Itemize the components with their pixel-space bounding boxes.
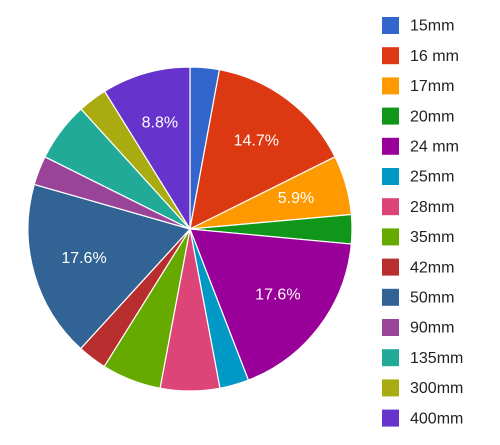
legend-item-28mm[interactable]: 28mm (382, 198, 454, 216)
legend-item-15mm[interactable]: 15mm (382, 17, 454, 35)
legend-item-17mm[interactable]: 17mm (382, 77, 454, 95)
legend-item-42mm[interactable]: 42mm (382, 258, 454, 277)
slice-label-50mm: 17.6% (61, 250, 106, 267)
legend-swatch-300mm (382, 379, 399, 397)
legend-label-400mm: 400mm (410, 410, 463, 427)
legend-swatch-50mm (382, 288, 399, 306)
legend-label-90mm: 90mm (410, 320, 454, 337)
pie-slices (27, 66, 353, 392)
legend-item-24-mm[interactable]: 24 mm (382, 137, 459, 156)
pie-slice-50mm[interactable] (27, 183, 192, 350)
legend-swatch-15mm (382, 17, 399, 34)
legend-swatch-20mm (382, 107, 399, 125)
legend-swatch-42mm (382, 258, 399, 276)
legend-item-90mm[interactable]: 90mm (382, 319, 454, 337)
pie-slice-16-mm[interactable] (189, 68, 336, 231)
legend-swatch-90mm (382, 319, 399, 336)
legend-label-135mm: 135mm (410, 350, 463, 367)
legend-label-42mm: 42mm (410, 259, 454, 276)
legend-swatch-16-mm (382, 47, 399, 65)
legend-item-50mm[interactable]: 50mm (382, 288, 454, 307)
legend-swatch-28mm (382, 198, 399, 216)
legend-item-135mm[interactable]: 135mm (382, 349, 463, 367)
pie-slice-400mm[interactable] (103, 66, 191, 232)
legend-label-24-mm: 24 mm (410, 139, 459, 156)
legend-label-20mm: 20mm (410, 108, 454, 125)
legend-label-16-mm: 16 mm (410, 48, 459, 65)
legend-label-28mm: 28mm (410, 199, 454, 216)
legend-item-16-mm[interactable]: 16 mm (382, 47, 459, 65)
legend-item-300mm[interactable]: 300mm (382, 379, 463, 397)
legend-item-400mm[interactable]: 400mm (382, 409, 463, 428)
legend-swatch-25mm (382, 168, 399, 185)
legend-item-20mm[interactable]: 20mm (382, 107, 454, 126)
legend-label-50mm: 50mm (410, 290, 454, 307)
legend-swatch-17mm (382, 77, 399, 95)
pie-slice-labels: 14.7% 5.9% 17.6% 17.6% 8.8% (61, 114, 314, 303)
legend: 15mm 16 mm 17mm 20mm 24 mm 25mm 28mm 35mm 42mm 50… (382, 17, 463, 427)
legend-swatch-400mm (382, 409, 399, 427)
slice-label-17mm: 5.9% (278, 190, 314, 207)
slice-label-24-mm: 17.6% (255, 287, 300, 304)
legend-label-17mm: 17mm (410, 78, 454, 95)
legend-label-35mm: 35mm (410, 229, 454, 246)
legend-swatch-24-mm (382, 137, 399, 155)
slice-label-16-mm: 14.7% (234, 132, 279, 149)
pie-slice-24-mm[interactable] (189, 228, 352, 381)
legend-item-35mm[interactable]: 35mm (382, 228, 454, 246)
slice-label-400mm: 8.8% (142, 114, 178, 131)
legend-swatch-135mm (382, 349, 399, 367)
legend-label-25mm: 25mm (410, 169, 454, 186)
legend-item-25mm[interactable]: 25mm (382, 168, 454, 186)
legend-swatch-35mm (382, 228, 399, 246)
legend-label-300mm: 300mm (410, 380, 463, 397)
legend-label-15mm: 15mm (410, 18, 454, 35)
